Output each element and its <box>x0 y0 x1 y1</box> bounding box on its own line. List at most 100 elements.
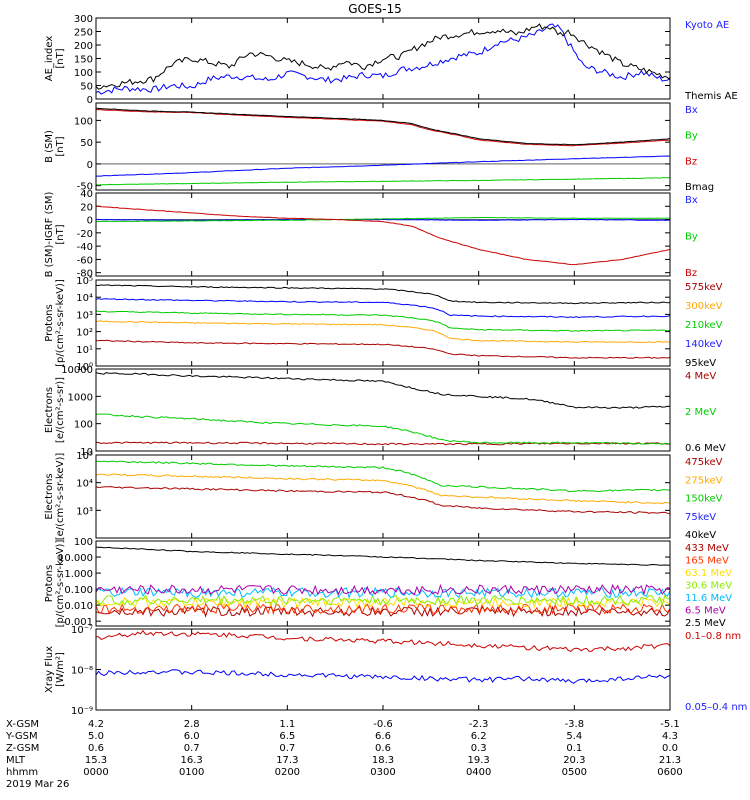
y-axis-label-line: Electrons <box>44 387 55 433</box>
y-tick-label: 10000 <box>61 365 93 376</box>
y-axis-label: Electrons[e/(cm²-s-sr)] <box>44 377 66 443</box>
orbit-row-value: 0.7 <box>279 743 295 754</box>
orbit-row-value: 0100 <box>179 767 204 778</box>
orbit-row-value: 6.2 <box>471 731 487 742</box>
series-line-300kev <box>95 320 671 344</box>
legend-kyoto-ae: Kyoto AE <box>685 20 729 31</box>
orbit-row-label: Y-GSM <box>5 731 38 742</box>
series-line-0-05-0-4-nm <box>95 669 671 684</box>
legend-165-mev: 165 MeV <box>685 556 729 567</box>
y-axis-label: Electrons[e/(cm²-s-sr-keV)] <box>44 453 66 541</box>
legend-0-05-0-4-nm: 0.05–0.4 nm <box>685 702 747 713</box>
orbit-row-value: 0400 <box>466 767 491 778</box>
y-tick-label: 10⁴ <box>76 293 93 304</box>
plot-frame <box>95 192 671 277</box>
legend-210kev: 210keV <box>685 320 723 331</box>
y-tick-label: 100 <box>74 420 93 431</box>
y-axis-label-line: [W/m²] <box>55 652 66 687</box>
y-tick-label: 10³ <box>76 310 93 321</box>
legend-by: By <box>685 232 698 243</box>
chart-panel-8: 10⁻⁹ 10⁻⁸ 10⁻⁷ Xray Flux[W/m²] 0.1–0.8 nm 0.0… <box>44 625 747 717</box>
y-tick-label: 0.010 <box>64 601 93 612</box>
y-tick-label: 10³ <box>76 506 93 517</box>
series-line-95kev <box>95 284 671 305</box>
y-tick-label: 300 <box>74 14 93 25</box>
series-line-themis-ae <box>95 23 671 90</box>
y-tick-label: 10⁴ <box>76 479 93 490</box>
y-axis-label-line: [e/(cm²-s-sr)] <box>55 377 66 443</box>
y-axis-label-line: Electrons <box>44 473 55 519</box>
legend-bz: Bz <box>685 268 697 279</box>
y-tick-label: 10⁻⁸ <box>71 666 93 677</box>
legend-63-1-mev: 63.1 MeV <box>685 568 732 579</box>
y-axis-label-line: Protons <box>44 565 55 602</box>
series-line-bz <box>95 108 671 147</box>
y-tick-label: 10² <box>76 328 93 339</box>
orbit-row-value: 0300 <box>370 767 395 778</box>
orbit-row-value: 0500 <box>562 767 587 778</box>
legend-0-1-0-8-nm: 0.1–0.8 nm <box>685 631 741 642</box>
chart-panel-2: -50 0 50 100 B (SM)[nT] Bx By Bz Bmag <box>44 102 714 193</box>
y-tick-label: 1.000 <box>64 569 93 580</box>
series-line-210kev <box>95 310 671 332</box>
y-tick-label: -20 <box>77 229 93 240</box>
y-tick-label: 10.000 <box>58 553 93 564</box>
legend-0-6-mev: 0.6 MeV <box>685 443 726 454</box>
orbit-row-value: 6.0 <box>184 731 200 742</box>
date-label: 2019 Mar 26 <box>6 779 69 790</box>
legend-bz: Bz <box>685 156 697 167</box>
series-line-150kev <box>95 460 671 493</box>
orbit-row-label: Z-GSM <box>6 743 39 754</box>
series-line-0-1-0-8-nm <box>95 629 671 652</box>
plot-frame <box>95 102 671 191</box>
orbit-row-value: 0.3 <box>471 743 487 754</box>
legend-575kev: 575keV <box>685 282 723 293</box>
orbit-row-value: 15.3 <box>85 755 107 766</box>
orbit-row-value: 5.0 <box>88 731 104 742</box>
plot-frame <box>95 454 671 539</box>
orbit-row-label: X-GSM <box>6 719 39 730</box>
y-axis-label: Protons[p/(cm²-s-sr-keV)] <box>44 279 66 367</box>
legend-150kev: 150keV <box>685 494 723 505</box>
y-tick-label: 10 <box>80 447 93 458</box>
series-line-bx <box>96 155 671 177</box>
series-line-bmag <box>95 107 671 146</box>
plot-frame <box>95 628 671 711</box>
orbit-row-label: MLT <box>6 755 26 766</box>
orbit-row-value: -0.6 <box>373 719 393 730</box>
chart-panel-6: 10³ 10⁴ 10⁵ Electrons[e/(cm²-s-sr-keV)] 475k… <box>44 451 723 541</box>
y-tick-label: 250 <box>74 28 93 39</box>
orbit-row-value: -5.1 <box>660 719 680 730</box>
series-line-2-5-mev <box>95 546 671 566</box>
plot-frame <box>95 279 671 367</box>
chart-panel-7: 0.001 0.010 0.100 1.000 10.000 100 Protons[p/(… <box>44 537 732 629</box>
orbit-row-value: 0.1 <box>566 743 582 754</box>
legend-475kev: 475keV <box>685 457 723 468</box>
y-axis-label: AE_index[nT] <box>44 36 66 82</box>
plot-frame <box>95 540 671 627</box>
y-tick-label: 40 <box>80 189 93 200</box>
orbit-row-value: 5.4 <box>566 731 582 742</box>
y-axis-label-line: Protons <box>44 304 55 341</box>
legend-2-mev: 2 MeV <box>685 407 716 418</box>
orbit-row-value: 16.3 <box>181 755 203 766</box>
y-axis-label-line: [nT] <box>55 48 66 68</box>
y-axis-label-line: [p/(cm²-s-sr-keV)] <box>55 279 66 367</box>
orbit-row-value: 4.2 <box>88 719 104 730</box>
legend-bmag: Bmag <box>685 182 714 193</box>
orbit-row-value: 0.7 <box>184 743 200 754</box>
series-line-0-6-mev <box>95 372 671 409</box>
plot-frame <box>95 368 671 452</box>
legend-40kev: 40keV <box>685 530 716 541</box>
orbit-row-value: 19.3 <box>468 755 490 766</box>
y-tick-label: 10⁰ <box>76 362 93 373</box>
orbit-row-value: 0000 <box>83 767 108 778</box>
y-tick-label: 10¹ <box>76 345 93 356</box>
y-tick-label: 10⁵ <box>76 451 93 462</box>
series-line-30-6-mev <box>95 594 671 607</box>
orbit-row-value: 0.0 <box>662 743 678 754</box>
series-line-475kev <box>95 486 671 515</box>
